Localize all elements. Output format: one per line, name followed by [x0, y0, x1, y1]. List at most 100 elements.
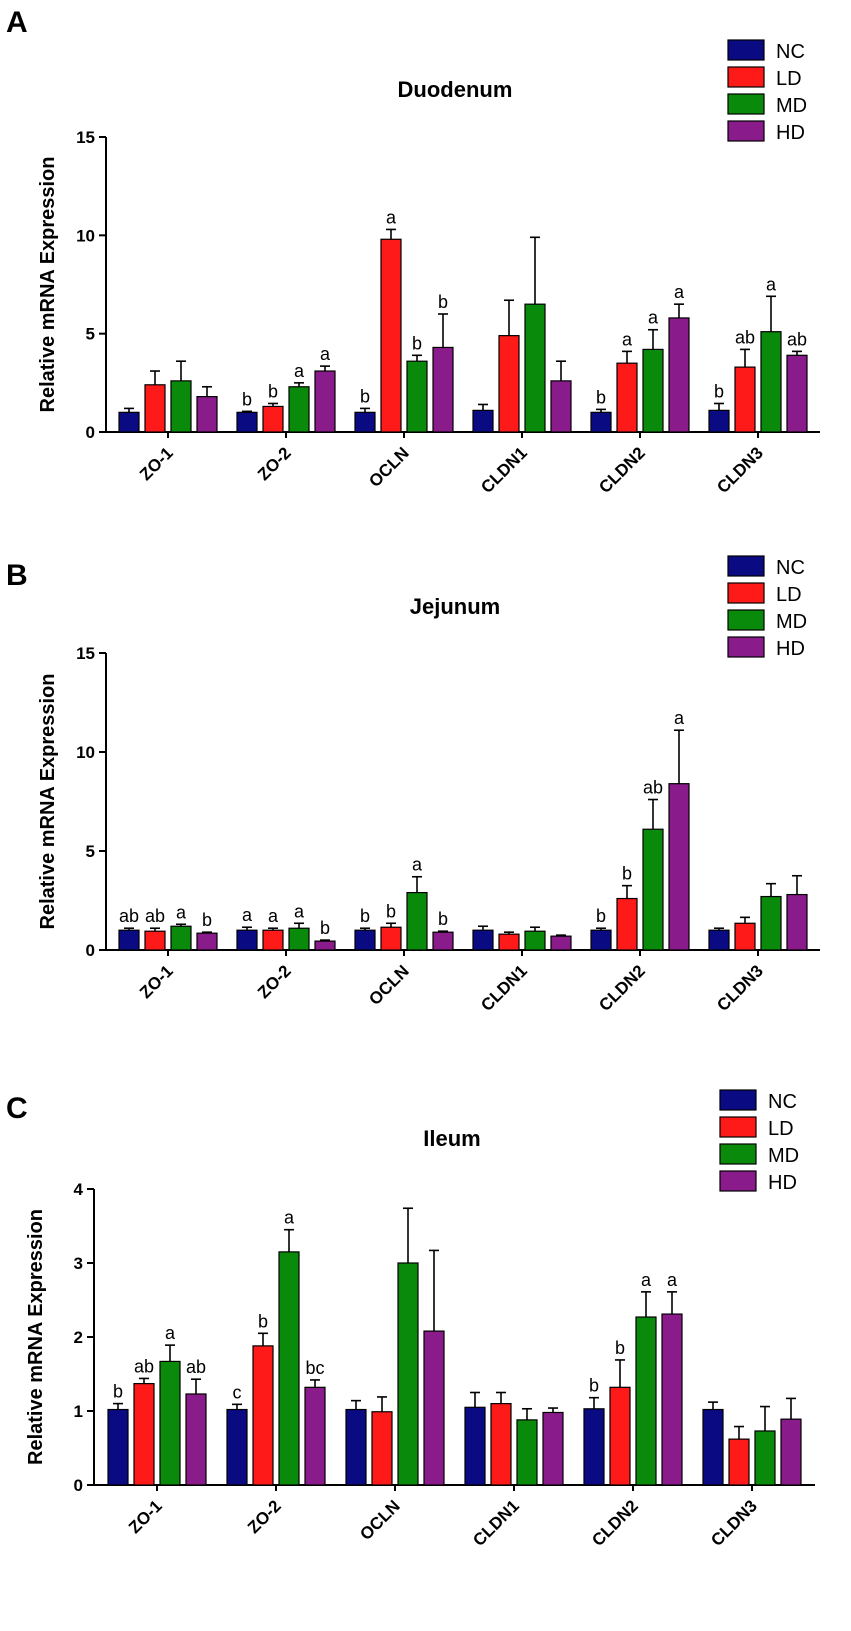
- bar-hd-ocln: [423, 1330, 445, 1486]
- bar-ld-ocln: [380, 926, 402, 951]
- bar-ld-ocln: [371, 1411, 393, 1486]
- y-axis-label: Relative mRNA Expression: [37, 156, 59, 412]
- bar-hd-cldn1: [542, 1411, 564, 1486]
- panel-letter: C: [6, 1092, 28, 1125]
- legend-label-md: MD: [776, 611, 807, 633]
- legend-swatch-hd: [727, 636, 765, 658]
- significance-label: b: [438, 292, 448, 312]
- bar-ld-cldn3: [734, 366, 756, 433]
- legend-label-nc: NC: [776, 41, 805, 63]
- significance-label: a: [176, 902, 187, 922]
- bar-ld-cldn2: [616, 362, 638, 433]
- y-tick-label: 0: [86, 941, 95, 960]
- bar-nc-zo-2: [236, 929, 258, 951]
- significance-label: ab: [134, 1356, 154, 1376]
- bar-nc-cldn1: [464, 1406, 486, 1486]
- legend-label-ld: LD: [776, 68, 802, 90]
- legend-swatch-nc: [719, 1089, 757, 1111]
- bar-ld-cldn1: [498, 933, 520, 951]
- x-tick-label: OCLN: [356, 1496, 403, 1543]
- bar-hd-zo-1: [196, 396, 218, 433]
- bar-md-zo-1: [159, 1360, 181, 1486]
- y-axis-label: Relative mRNA Expression: [25, 1209, 47, 1465]
- bar-md-cldn2: [642, 828, 664, 951]
- chart-title: Ileum: [423, 1126, 480, 1151]
- bar-nc-cldn3: [708, 929, 730, 951]
- significance-label: b: [268, 381, 278, 401]
- significance-label: b: [113, 1382, 123, 1402]
- bar-hd-cldn1: [550, 935, 572, 951]
- bar-nc-cldn3: [702, 1408, 724, 1486]
- bar-nc-cldn1: [472, 409, 494, 433]
- bar-nc-zo-2: [236, 411, 258, 433]
- y-tick-label: 1: [74, 1402, 83, 1421]
- bar-hd-cldn2: [668, 317, 690, 433]
- y-tick-label: 10: [76, 226, 95, 245]
- panel-letter: B: [6, 559, 28, 592]
- chart-title: Duodenum: [398, 77, 513, 102]
- bar-ld-cldn3: [728, 1438, 750, 1486]
- significance-label: a: [622, 329, 633, 349]
- significance-label: a: [294, 901, 305, 921]
- x-tick-label: OCLN: [365, 961, 412, 1008]
- significance-label: a: [648, 308, 659, 328]
- x-tick-label: CLDN3: [713, 443, 767, 497]
- significance-label: a: [165, 1323, 176, 1343]
- legend-label-md: MD: [776, 95, 807, 117]
- significance-label: ab: [643, 778, 663, 798]
- y-tick-label: 3: [74, 1254, 83, 1273]
- y-tick-label: 0: [74, 1476, 83, 1495]
- bar-md-ocln: [406, 891, 428, 951]
- bar-ld-cldn1: [498, 335, 520, 433]
- legend-swatch-md: [719, 1143, 757, 1165]
- significance-label: ab: [735, 327, 755, 347]
- bar-ld-cldn1: [490, 1402, 512, 1486]
- bar-nc-cldn3: [708, 409, 730, 433]
- legend-label-ld: LD: [776, 584, 802, 606]
- significance-label: ab: [787, 329, 807, 349]
- bar-ld-cldn3: [734, 922, 756, 951]
- significance-label: a: [268, 906, 279, 926]
- bar-md-ocln: [397, 1262, 419, 1486]
- x-tick-label: ZO-1: [136, 961, 177, 1002]
- bar-nc-zo-1: [118, 411, 140, 433]
- bar-hd-cldn2: [668, 783, 690, 951]
- legend-label-nc: NC: [776, 557, 805, 579]
- bar-ld-zo-1: [133, 1383, 155, 1486]
- bar-ld-cldn2: [616, 897, 638, 951]
- bar-nc-zo-1: [107, 1408, 129, 1486]
- significance-label: a: [386, 207, 397, 227]
- bar-hd-cldn2: [661, 1313, 683, 1486]
- y-tick-label: 0: [86, 423, 95, 442]
- significance-label: ab: [119, 906, 139, 926]
- bar-ld-zo-1: [144, 930, 166, 951]
- bar-hd-ocln: [432, 346, 454, 433]
- legend-swatch-nc: [727, 555, 765, 577]
- chart-panel-a: A Duodenum Relative mRNA Expression 0 5 10 15 Z…: [6, 6, 820, 497]
- bar-ld-zo-2: [262, 929, 284, 951]
- significance-label: a: [667, 1270, 678, 1290]
- x-tick-label: CLDN2: [595, 443, 649, 497]
- bar-md-cldn3: [760, 331, 782, 433]
- y-tick-label: 4: [74, 1180, 84, 1199]
- bar-nc-ocln: [354, 929, 376, 951]
- x-tick-label: ZO-1: [136, 443, 177, 484]
- y-tick-label: 10: [76, 743, 95, 762]
- bar-ld-zo-2: [262, 405, 284, 433]
- bar-nc-cldn2: [583, 1408, 605, 1486]
- legend-swatch-hd: [719, 1170, 757, 1192]
- bar-md-zo-2: [288, 386, 310, 433]
- bar-md-cldn3: [760, 895, 782, 951]
- bar-nc-cldn2: [590, 411, 612, 433]
- bar-nc-zo-1: [118, 929, 140, 951]
- bar-ld-zo-2: [252, 1345, 274, 1486]
- x-tick-label: ZO-1: [125, 1496, 166, 1537]
- legend-swatch-md: [727, 609, 765, 631]
- x-tick-label: CLDN2: [595, 961, 649, 1015]
- significance-label: b: [412, 333, 422, 353]
- y-tick-label: 5: [86, 842, 95, 861]
- significance-label: b: [202, 910, 212, 930]
- significance-label: b: [360, 386, 370, 406]
- x-tick-label: ZO-2: [254, 443, 295, 484]
- bar-md-zo-2: [288, 927, 310, 951]
